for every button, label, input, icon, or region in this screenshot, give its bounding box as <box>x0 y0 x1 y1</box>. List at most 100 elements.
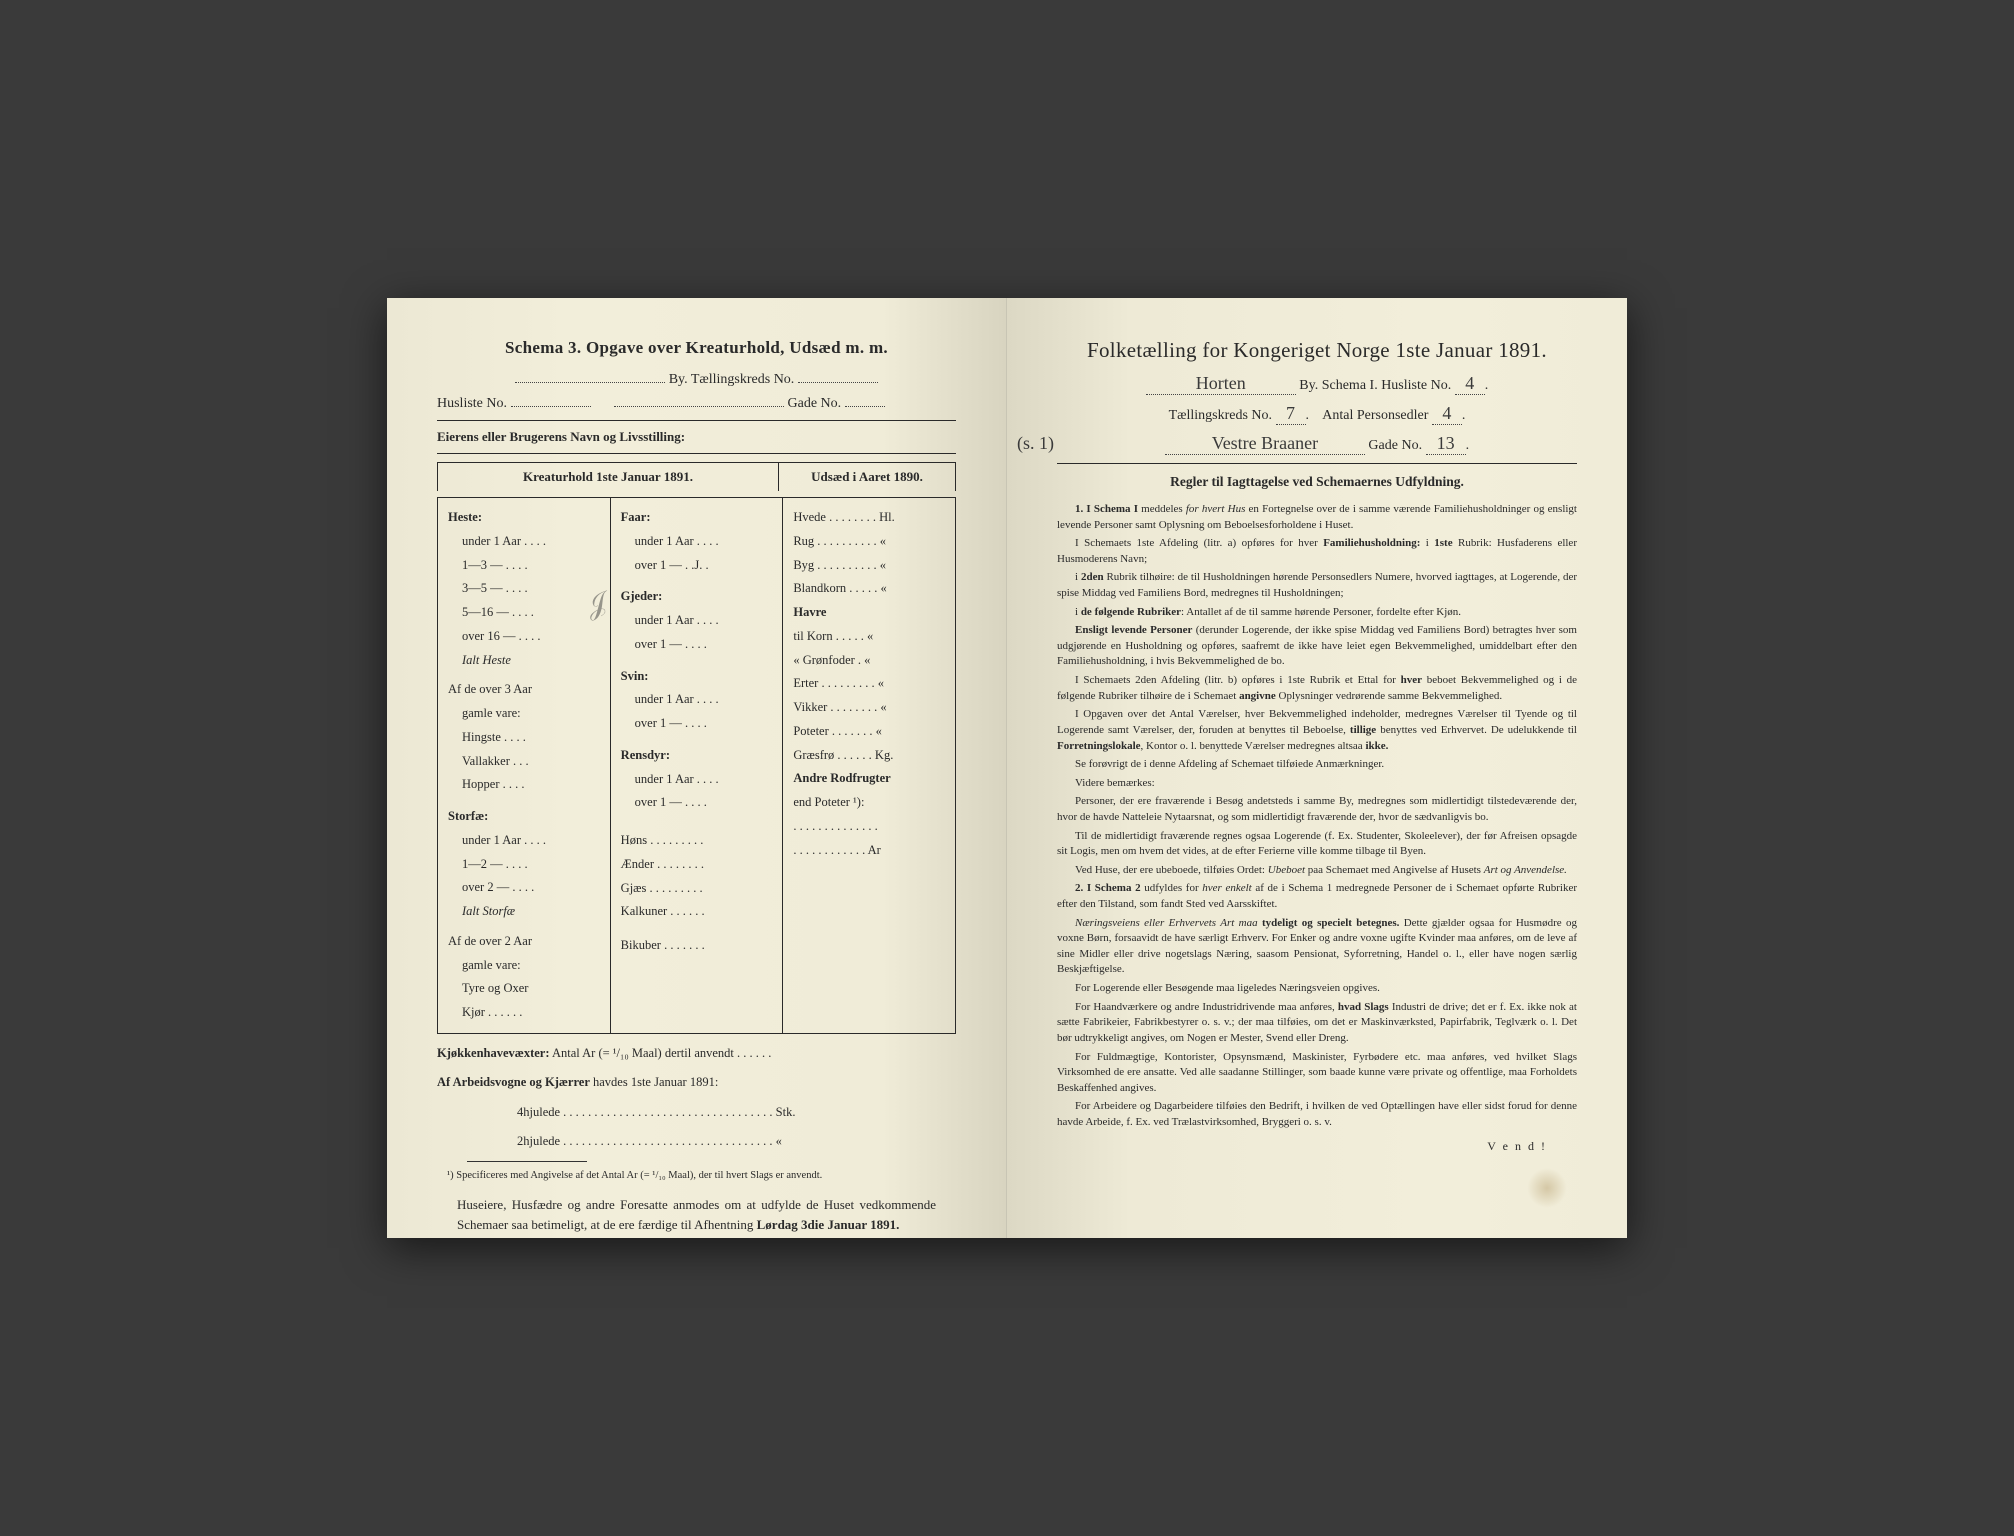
left-page: Schema 3. Opgave over Kreaturhold, Udsæd… <box>387 298 1007 1238</box>
handwritten-street: Vestre Braaner <box>1165 433 1365 455</box>
table-header: Kreaturhold 1ste Januar 1891. Udsæd i Aa… <box>437 462 956 491</box>
by-schema-label: By. Schema I. Husliste No. <box>1299 378 1451 393</box>
by-label: By. Tællingskreds No. <box>669 372 795 387</box>
husliste-line: Husliste No. Gade No. <box>437 396 956 412</box>
rules-body: 1. I Schema I meddeles for hvert Hus en … <box>1057 502 1577 1131</box>
svin-head: Svin: <box>621 665 773 689</box>
row: gamle vare: <box>448 702 600 726</box>
hjul2: 2hjulede . . . . . . . . . . . . . . . .… <box>437 1132 956 1151</box>
right-page: Folketælling for Kongeriget Norge 1ste J… <box>1007 298 1627 1238</box>
gade-label-r: Gade No. <box>1368 438 1422 453</box>
av-text: havdes 1ste Januar 1891: <box>590 1075 718 1089</box>
gade-label: Gade No. <box>788 396 842 411</box>
gade-val: 13 <box>1426 433 1466 455</box>
rule-paragraph: Ensligt levende Personer (derunder Loger… <box>1057 623 1577 670</box>
row: . . . . . . . . . . . . . . <box>793 815 945 839</box>
arbeidsvogne-line: Af Arbeidsvogne og Kjærrer havdes 1ste J… <box>437 1073 956 1092</box>
row: over 16 — . . . . <box>448 625 600 649</box>
census-title: Folketælling for Kongeriget Norge 1ste J… <box>1057 338 1577 363</box>
row: under 1 Aar . . . . <box>621 530 773 554</box>
data-columns: Heste: under 1 Aar . . . . 1—3 — . . . .… <box>437 497 956 1034</box>
row: 3—5 — . . . . <box>448 577 600 601</box>
rule-paragraph: Til de midlertidigt fraværende regnes og… <box>1057 829 1577 860</box>
av-label: Af Arbeidsvogne og Kjærrer <box>437 1075 590 1089</box>
row: Vikker . . . . . . . . « <box>793 696 945 720</box>
rule-paragraph: i 2den Rubrik tilhøire: de til Husholdni… <box>1057 570 1577 601</box>
vend: V e n d ! <box>1057 1139 1577 1154</box>
col-udsaed: Hvede . . . . . . . . Hl. Rug . . . . . … <box>783 498 955 1033</box>
row: 1—2 — . . . . <box>448 853 600 877</box>
row: Hingste . . . . <box>448 726 600 750</box>
rule-paragraph: For Fuldmægtige, Kontorister, Opsynsmænd… <box>1057 1050 1577 1097</box>
kjokken-line: Kjøkkenhavevæxter: Antal Ar (= ¹/₁₀ Maal… <box>437 1044 956 1063</box>
storfae-head: Storfæ: <box>448 805 600 829</box>
row: Kalkuner . . . . . . <box>621 900 773 924</box>
rule-paragraph: Personer, der ere fraværende i Besøg and… <box>1057 794 1577 825</box>
row: 5—16 — . . . . <box>448 601 600 625</box>
tk-val: 7 <box>1276 403 1306 425</box>
row: gamle vare: <box>448 954 600 978</box>
rensdyr-head: Rensdyr: <box>621 744 773 768</box>
rule-paragraph: 2. I Schema 2 udfyldes for hver enkelt a… <box>1057 881 1577 912</box>
row: 1—3 — . . . . <box>448 554 600 578</box>
row: . . . . . . . . . . . . Ar <box>793 839 945 863</box>
rule-paragraph: i de følgende Rubriker: Antallet af de t… <box>1057 605 1577 621</box>
row: Blandkorn . . . . . « <box>793 577 945 601</box>
col-heste-storfae: Heste: under 1 Aar . . . . 1—3 — . . . .… <box>438 498 611 1033</box>
by-line: By. Tællingskreds No. <box>437 372 956 388</box>
ap-label: Antal Personsedler <box>1322 408 1428 423</box>
husliste-label: Husliste No. <box>437 396 507 411</box>
footnote: ¹) Specificeres med Angivelse af det Ant… <box>437 1170 956 1181</box>
divider <box>437 453 956 454</box>
row: over 2 — . . . . <box>448 876 600 900</box>
row: Bikuber . . . . . . . <box>621 934 773 958</box>
gjeder-head: Gjeder: <box>621 585 773 609</box>
row: Kjør . . . . . . <box>448 1001 600 1025</box>
owner-label: Eierens eller Brugerens Navn og Livsstil… <box>437 429 956 445</box>
divider <box>1057 463 1577 464</box>
rule-paragraph: Ved Huse, der ere ubeboede, tilføies Ord… <box>1057 863 1577 879</box>
row: end Poteter ¹): <box>793 791 945 815</box>
row: under 1 Aar . . . . <box>448 530 600 554</box>
row: Erter . . . . . . . . . « <box>793 672 945 696</box>
row: Rug . . . . . . . . . . « <box>793 530 945 554</box>
gade-line: (s. 1) Vestre Braaner Gade No. 13. <box>1057 433 1577 455</box>
rule-paragraph: Videre bemærkes: <box>1057 776 1577 792</box>
row: Ænder . . . . . . . . <box>621 853 773 877</box>
closing-text: Huseiere, Husfædre og andre Foresatte an… <box>437 1195 956 1234</box>
row: Poteter . . . . . . . « <box>793 720 945 744</box>
row: under 1 Aar . . . . <box>621 609 773 633</box>
row: Hopper . . . . <box>448 773 600 797</box>
rule-paragraph: For Logerende eller Besøgende maa ligele… <box>1057 981 1577 997</box>
row: til Korn . . . . . « <box>793 625 945 649</box>
by-schema-line: Horten By. Schema I. Husliste No. 4. <box>1057 373 1577 395</box>
row: Hvede . . . . . . . . Hl. <box>793 506 945 530</box>
rule-paragraph: I Opgaven over det Antal Værelser, hver … <box>1057 707 1577 754</box>
row: Græsfrø . . . . . . Kg. <box>793 744 945 768</box>
row: under 1 Aar . . . . <box>621 688 773 712</box>
row: Gjæs . . . . . . . . . <box>621 877 773 901</box>
footnote-rule <box>467 1161 587 1162</box>
heste-head: Heste: <box>448 506 600 530</box>
row: Af de over 3 Aar <box>448 678 600 702</box>
row: over 1 — . .J. . <box>621 554 773 578</box>
rule-paragraph: I Schemaets 1ste Afdeling (litr. a) opfø… <box>1057 536 1577 567</box>
row: over 1 — . . . . <box>621 712 773 736</box>
rule-paragraph: Se forøvrigt de i denne Afdeling af Sche… <box>1057 757 1577 773</box>
tk-label: Tællingskreds No. <box>1169 408 1272 423</box>
rule-paragraph: For Arbeidere og Dagarbeidere tilføies d… <box>1057 1099 1577 1130</box>
schema3-title: Schema 3. Opgave over Kreaturhold, Udsæd… <box>437 338 956 358</box>
row: Andre Rodfrugter <box>793 767 945 791</box>
paper-stain <box>1527 1168 1567 1208</box>
handwritten-by: Horten <box>1146 373 1296 395</box>
row: over 1 — . . . . <box>621 633 773 657</box>
kjokken-text: Antal Ar (= ¹/₁₀ Maal) dertil anvendt . … <box>552 1046 771 1060</box>
tk-line: Tællingskreds No. 7. Antal Personsedler … <box>1057 403 1577 425</box>
row: Af de over 2 Aar <box>448 930 600 954</box>
husliste-val: 4 <box>1455 373 1485 395</box>
rule-paragraph: Næringsveiens eller Erhvervets Art maa t… <box>1057 916 1577 978</box>
row: over 1 — . . . . <box>621 791 773 815</box>
header-udsaed: Udsæd i Aaret 1890. <box>779 463 955 491</box>
side-note: (s. 1) <box>1017 433 1054 454</box>
row: under 1 Aar . . . . <box>621 768 773 792</box>
